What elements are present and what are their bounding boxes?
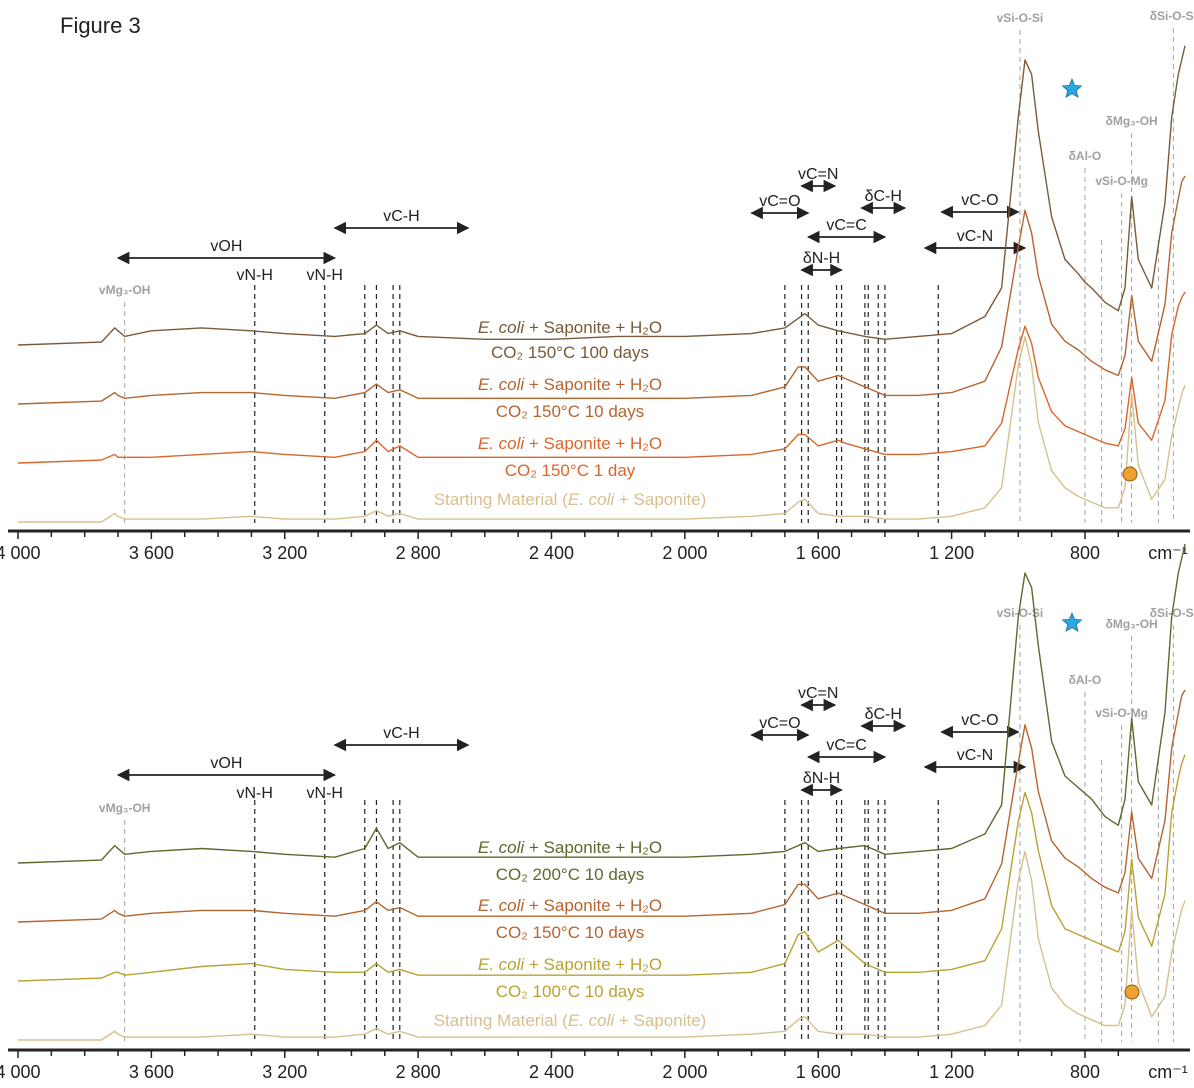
series-label-conditions: CO₂ 150°C 10 days (496, 923, 645, 942)
circle-marker-icon (1122, 466, 1138, 482)
x-tick-label: 1 200 (929, 543, 974, 563)
band-label: vC=O (759, 193, 800, 210)
series-label: Starting Material (E. coli + Saponite) (434, 490, 707, 509)
band-label: vC-H (383, 725, 419, 742)
ref-line-label: δSi-O-Si (1150, 9, 1194, 23)
x-tick-label: 800 (1070, 543, 1100, 563)
ref-line-label: δMg₃-OH (1106, 617, 1158, 631)
top-panel: vMg₃-OH vN-H vN-H vSi-O-Si δAl-O vSi-O-Mg δMg₃… (0, 9, 1194, 563)
spectrum-line (17, 291, 1186, 464)
series-label: Starting Material (E. coli + Saponite) (434, 1011, 707, 1030)
x-tick-label: 4 000 (0, 543, 41, 563)
band-label: vC-H (383, 208, 419, 225)
x-tick-label: 1 600 (796, 543, 841, 563)
x-tick-label: 2 400 (529, 543, 574, 563)
x-tick-label: 3 600 (129, 543, 174, 563)
x-tick-label: 4 000 (0, 1062, 41, 1082)
series-label-conditions: CO₂ 150°C 100 days (491, 343, 649, 362)
spectrum-line (18, 336, 1186, 523)
ref-line-label: vMg₃-OH (99, 283, 151, 297)
x-tick-label: 2 000 (662, 543, 707, 563)
x-tick-label: 800 (1070, 1062, 1100, 1082)
spectrum-line (17, 175, 1186, 405)
x-tick-label: 1 200 (929, 1062, 974, 1082)
x-tick-label: 3 600 (129, 1062, 174, 1082)
series-label: E. coli + Saponite + H₂O (478, 955, 662, 974)
series-label-conditions: CO₂ 100°C 10 days (496, 982, 645, 1001)
x-tick-label: 2 400 (529, 1062, 574, 1082)
x-tick-label: 2 000 (662, 1062, 707, 1082)
ref-line-label: vSi-O-Si (997, 606, 1044, 620)
band-label: vC-N (957, 228, 993, 245)
x-tick-label: 2 800 (396, 543, 441, 563)
ref-line-label: vSi-O-Si (997, 11, 1044, 25)
series-label: E. coli + Saponite + H₂O (478, 838, 662, 857)
series-label-conditions: CO₂ 150°C 10 days (496, 402, 645, 421)
circle-marker-icon (1124, 984, 1140, 1000)
band-label: vC-O (961, 192, 998, 209)
band-label: vC=N (798, 166, 838, 183)
ref-line-label: vN-H (237, 267, 273, 284)
star-marker-icon (1061, 611, 1083, 632)
series-label: E. coli + Saponite + H₂O (478, 896, 662, 915)
x-axis-unit: cm⁻¹ (1148, 1062, 1188, 1082)
x-tick-label: 3 200 (262, 543, 307, 563)
ref-line-label: δAl-O (1069, 673, 1102, 687)
ref-line-label: vSi-O-Mg (1095, 706, 1148, 720)
x-tick-label: 1 600 (796, 1062, 841, 1082)
ref-line-label: vMg₃-OH (99, 801, 151, 815)
band-label: δC-H (865, 188, 902, 205)
ref-line-label: δAl-O (1069, 149, 1102, 163)
band-label: δC-H (865, 706, 902, 723)
series-label: E. coli + Saponite + H₂O (478, 434, 662, 453)
spectrum-line (17, 689, 1186, 923)
bottom-panel: vMg₃-OH vN-H vN-H vSi-O-Si δAl-O vSi-O-Mg δMg₃… (0, 543, 1194, 1082)
series-label: E. coli + Saponite + H₂O (478, 318, 662, 337)
band-label: vC=C (826, 217, 866, 234)
x-tick-label: 2 800 (396, 1062, 441, 1082)
spectrum-line (17, 754, 1186, 982)
band-label: δN-H (803, 250, 840, 267)
ref-line-label: vSi-O-Mg (1095, 174, 1148, 188)
series-label-conditions: CO₂ 150°C 1 day (505, 461, 636, 480)
spectrum-line (18, 850, 1186, 1041)
ref-line-label: vN-H (307, 785, 343, 802)
band-label: vC=O (759, 715, 800, 732)
x-axis-unit: cm⁻¹ (1148, 543, 1188, 563)
series-label: E. coli + Saponite + H₂O (478, 375, 662, 394)
x-tick-label: 3 200 (262, 1062, 307, 1082)
star-marker-icon (1061, 77, 1083, 98)
band-label: vC-N (957, 747, 993, 764)
band-label: δN-H (803, 770, 840, 787)
band-label: vOH (210, 238, 242, 255)
band-label: vC=C (826, 737, 866, 754)
band-label: vC=N (798, 685, 838, 702)
ref-line-label: vN-H (237, 785, 273, 802)
spectrum-line (17, 543, 1186, 864)
ref-line-label: δMg₃-OH (1106, 114, 1158, 128)
band-label: vC-O (961, 712, 998, 729)
ref-line-label: vN-H (307, 267, 343, 284)
figure-title: Figure 3 (60, 13, 141, 38)
band-label: vOH (210, 755, 242, 772)
spectrum-line (17, 45, 1186, 346)
series-label-conditions: CO₂ 200°C 10 days (496, 865, 645, 884)
